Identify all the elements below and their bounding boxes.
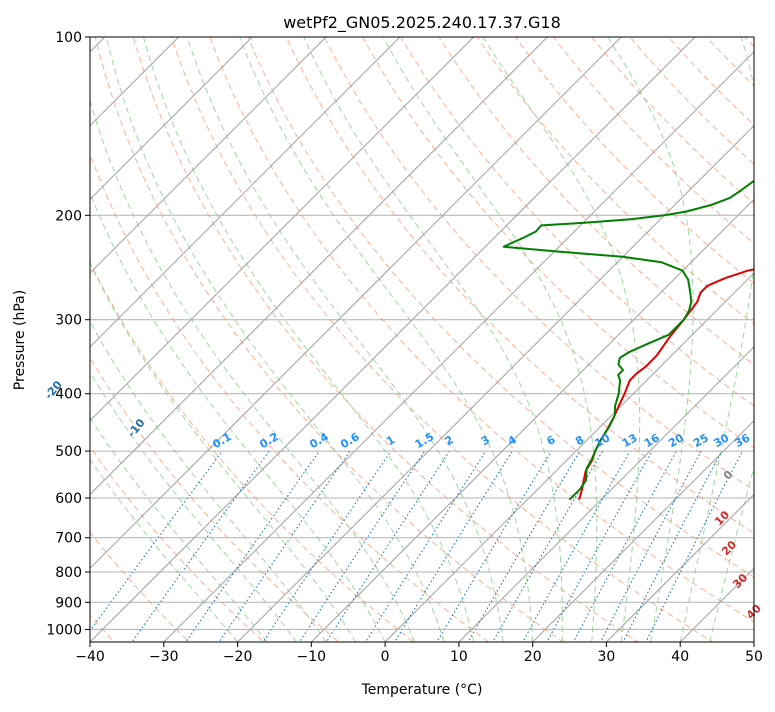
isotherm-line <box>0 10 58 654</box>
y-tick-label: 600 <box>55 491 82 507</box>
mixing-ratio-label: 10 <box>592 431 612 450</box>
chart-title: wetPf2_GN05.2025.240.17.37.G18 <box>283 13 561 33</box>
x-tick-label: 20 <box>524 649 542 665</box>
moist-adiabat-line <box>710 37 775 642</box>
moist-adiabat-line <box>0 37 238 642</box>
dry-adiabat-line <box>349 11 775 654</box>
dry-adiabat-line <box>201 11 775 654</box>
mixing-ratio-line <box>319 451 450 654</box>
moist-adiabat-label: 10 <box>712 508 732 528</box>
x-tick-label: −30 <box>149 649 179 665</box>
moist-adiabat-line <box>304 37 563 642</box>
dry-adiabat-line <box>89 11 580 654</box>
y-tick-label: 500 <box>55 444 82 460</box>
dry-adiabat-line <box>15 11 429 654</box>
mixing-ratio-label: 36 <box>732 431 752 450</box>
moist-adiabat-line <box>240 37 533 642</box>
mixing-ratio-label: 30 <box>712 431 732 450</box>
mixing-ratio-label: 13 <box>620 431 640 450</box>
mixing-ratio-line <box>73 451 222 654</box>
isotherm-line <box>0 10 353 654</box>
mixing-ratio-label: 0.4 <box>307 430 331 451</box>
y-tick-label: 100 <box>55 30 82 46</box>
x-tick-label: 30 <box>597 649 615 665</box>
y-tick-label: 300 <box>55 313 82 329</box>
dry-adiabat-line <box>52 11 505 654</box>
pressure-gridlines <box>90 37 754 629</box>
y-tick-label: 900 <box>55 595 82 611</box>
mixing-ratio-label: 1.5 <box>413 430 436 451</box>
moist-adiabat-label: 30 <box>730 571 750 591</box>
dry-adiabat-line <box>423 11 775 654</box>
moist-adiabat-line <box>383 37 597 642</box>
isotherm-line <box>78 10 722 654</box>
x-tick-label: −20 <box>223 649 253 665</box>
isotherm-line <box>0 10 279 654</box>
isotherm-line <box>521 10 775 654</box>
mixing-ratio-line <box>516 451 630 654</box>
y-tick-label: 1000 <box>46 622 82 638</box>
mixing-ratio-label: 2 <box>443 433 456 448</box>
moist-adiabat-label: 20 <box>719 538 739 558</box>
dry-adiabat-line <box>386 11 775 654</box>
mixing-ratio-label: 25 <box>691 431 711 450</box>
isotherm-line <box>299 10 775 654</box>
dry-adiabat-line <box>0 11 277 654</box>
x-tick-label: 0 <box>381 649 390 665</box>
mixing-ratio-line <box>617 451 721 654</box>
isotherm-line <box>152 10 775 654</box>
mixing-ratio-line <box>461 451 580 654</box>
moist-adiabat-line <box>0 37 326 642</box>
mixing-ratio-label: 8 <box>573 433 586 448</box>
dry-adiabat-line <box>0 11 353 654</box>
isotherm-line <box>0 10 501 654</box>
x-tick-label: 40 <box>671 649 689 665</box>
moist-adiabat-line <box>187 37 503 642</box>
mixing-ratio-line <box>124 451 270 654</box>
dry-adiabat-line <box>757 11 775 654</box>
mixing-ratio-label: 16 <box>642 431 662 450</box>
dry-adiabat-line <box>275 11 775 654</box>
mixing-ratio-line <box>541 451 653 654</box>
y-tick-label: 700 <box>55 531 82 547</box>
mixing-ratio-label: 6 <box>544 433 557 448</box>
y-axis-label: Pressure (hPa) <box>12 290 28 390</box>
mixing-ratio-label: 0.1 <box>210 430 233 451</box>
isotherm-line <box>742 10 775 654</box>
mixing-ratio-label: 1 <box>384 433 397 448</box>
x-tick-label: −10 <box>297 649 327 665</box>
dry-adiabat-line <box>683 11 775 654</box>
dry-adiabat-line <box>498 11 775 654</box>
isotherm-line <box>373 10 775 654</box>
y-tick-label: 200 <box>55 208 82 224</box>
isotherm-line <box>668 10 775 654</box>
y-tick-label: 400 <box>55 387 82 403</box>
x-axis-label: Temperature (°C) <box>361 682 483 698</box>
x-tick-label: 50 <box>745 649 763 665</box>
moist-adiabat-line <box>22 37 356 642</box>
mixing-ratio-line <box>430 451 551 654</box>
moist-adiabat-label: 0 <box>721 468 736 483</box>
moist-adiabat-line <box>106 37 444 642</box>
mixing-ratio-label: 0.2 <box>257 430 280 451</box>
background-lines <box>0 10 775 654</box>
y-tick-label: 800 <box>55 565 82 581</box>
moist-adiabat-line <box>608 37 694 642</box>
moist-adiabat-line <box>0 37 297 642</box>
x-tick-label: −40 <box>75 649 105 665</box>
x-tick-label: 10 <box>450 649 468 665</box>
dry-adiabat-label: -10 <box>125 416 148 440</box>
dry-adiabat-line <box>126 11 656 654</box>
mixing-ratio-line <box>255 451 391 654</box>
